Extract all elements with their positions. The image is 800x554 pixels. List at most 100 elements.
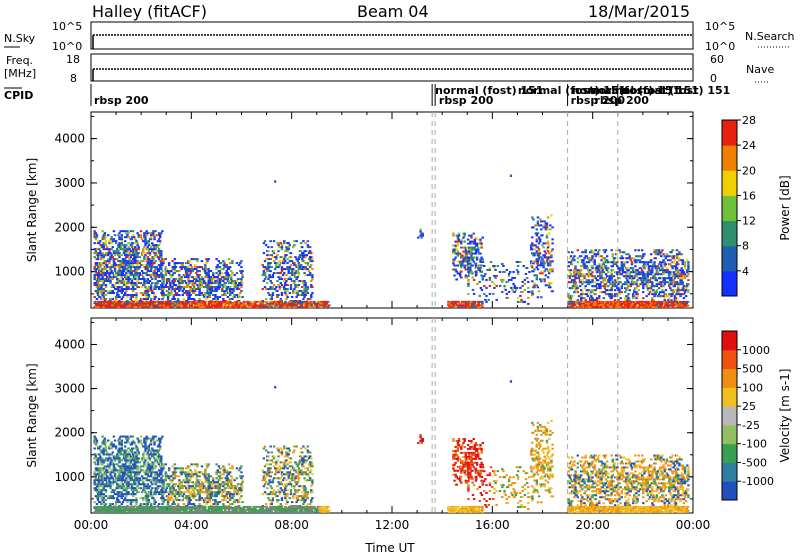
echo-cell <box>285 280 288 283</box>
echo-cell <box>598 269 601 272</box>
echo-cell <box>533 248 536 251</box>
echo-cell <box>455 248 458 251</box>
echo-cell <box>527 286 530 289</box>
echo-cell <box>542 260 545 263</box>
echo-cell <box>678 259 681 262</box>
echo-cell <box>452 252 455 255</box>
echo-cell <box>534 244 537 247</box>
echo-cell <box>153 270 156 273</box>
echo-cell <box>129 302 133 305</box>
echo-cell <box>567 269 570 272</box>
echo-cell <box>577 277 581 280</box>
echo-cell <box>614 263 618 266</box>
echo-cell <box>180 268 183 271</box>
echo-cell <box>228 262 232 265</box>
echo-cell <box>501 262 504 265</box>
echo-cell <box>652 299 655 302</box>
echo-cell <box>523 282 527 285</box>
echo-cell <box>630 275 634 278</box>
echo-cell <box>596 306 600 308</box>
echo-cell <box>131 234 135 237</box>
echo-cell <box>465 250 469 253</box>
echo-cell <box>118 282 121 285</box>
echo-cell <box>151 290 154 293</box>
echo-cell <box>114 503 118 506</box>
echo-cell <box>551 242 554 245</box>
echo-cell <box>174 278 178 281</box>
echo-cell <box>613 261 617 264</box>
echo-cell <box>190 258 193 261</box>
echo-cell <box>298 254 302 257</box>
echo-cell <box>675 281 679 284</box>
echo-cell <box>490 280 494 283</box>
echo-cell <box>96 459 100 462</box>
echo-cell <box>144 306 148 308</box>
echo-cell <box>143 258 146 261</box>
echo-cell <box>236 284 240 287</box>
echo-cell <box>170 306 173 308</box>
echo-cell <box>551 238 554 241</box>
echo-cell <box>189 290 192 293</box>
echo-cell <box>184 262 188 265</box>
echo-cell <box>227 292 231 295</box>
echo-cell <box>591 257 594 260</box>
echo-cell <box>198 282 201 285</box>
echo-cell <box>475 244 479 247</box>
echo-cell <box>153 302 157 305</box>
echo-cell <box>154 230 157 233</box>
echo-cell <box>268 288 271 291</box>
echo-cell <box>586 302 589 305</box>
echo-cell <box>187 290 190 293</box>
echo-cell <box>101 252 104 255</box>
echo-cell <box>228 290 232 293</box>
echo-cell <box>200 276 204 279</box>
echo-cell <box>151 282 154 285</box>
echo-cell <box>677 287 680 290</box>
echo-cell <box>279 242 283 245</box>
echo-cell <box>240 280 243 283</box>
echo-cell <box>567 300 571 303</box>
echo-cell <box>145 280 148 283</box>
echo-cell <box>571 306 574 308</box>
echo-cell <box>126 254 129 257</box>
echo-cell <box>687 291 690 294</box>
echo-cell <box>131 248 135 251</box>
echo-cell <box>472 260 475 263</box>
echo-cell <box>569 273 573 276</box>
echo-cell <box>681 287 684 290</box>
echo-cell <box>121 306 124 308</box>
echo-cell <box>648 269 652 272</box>
echo-cell <box>145 248 148 251</box>
echo-cell <box>137 276 140 279</box>
echo-cell <box>686 304 690 307</box>
echo-cell <box>230 278 233 281</box>
echo-cell <box>263 272 267 275</box>
echo-cell <box>136 302 139 305</box>
echo-cell <box>515 268 519 271</box>
echo-cell <box>261 274 264 277</box>
echo-cell <box>218 274 222 277</box>
echo-cell <box>471 272 474 275</box>
echo-cell <box>198 290 201 293</box>
echo-cell <box>113 489 117 492</box>
echo-cell <box>163 286 166 289</box>
echo-cell <box>107 280 110 283</box>
echo-cell <box>129 300 133 303</box>
echo-cell <box>100 270 103 273</box>
echo-cell <box>311 286 314 289</box>
echo-cell <box>296 292 299 295</box>
echo-cell <box>621 302 625 305</box>
echo-cell <box>102 497 105 500</box>
echo-cell <box>635 291 638 294</box>
echo-cell <box>550 254 553 257</box>
echo-cell <box>123 288 127 291</box>
echo-cell <box>464 248 468 251</box>
echo-cell <box>247 306 251 308</box>
echo-cell <box>104 477 108 480</box>
echo-cell <box>687 269 690 272</box>
echo-cell <box>228 294 232 297</box>
echo-cell <box>119 246 122 249</box>
echo-cell <box>668 275 671 278</box>
echo-cell <box>271 276 275 279</box>
